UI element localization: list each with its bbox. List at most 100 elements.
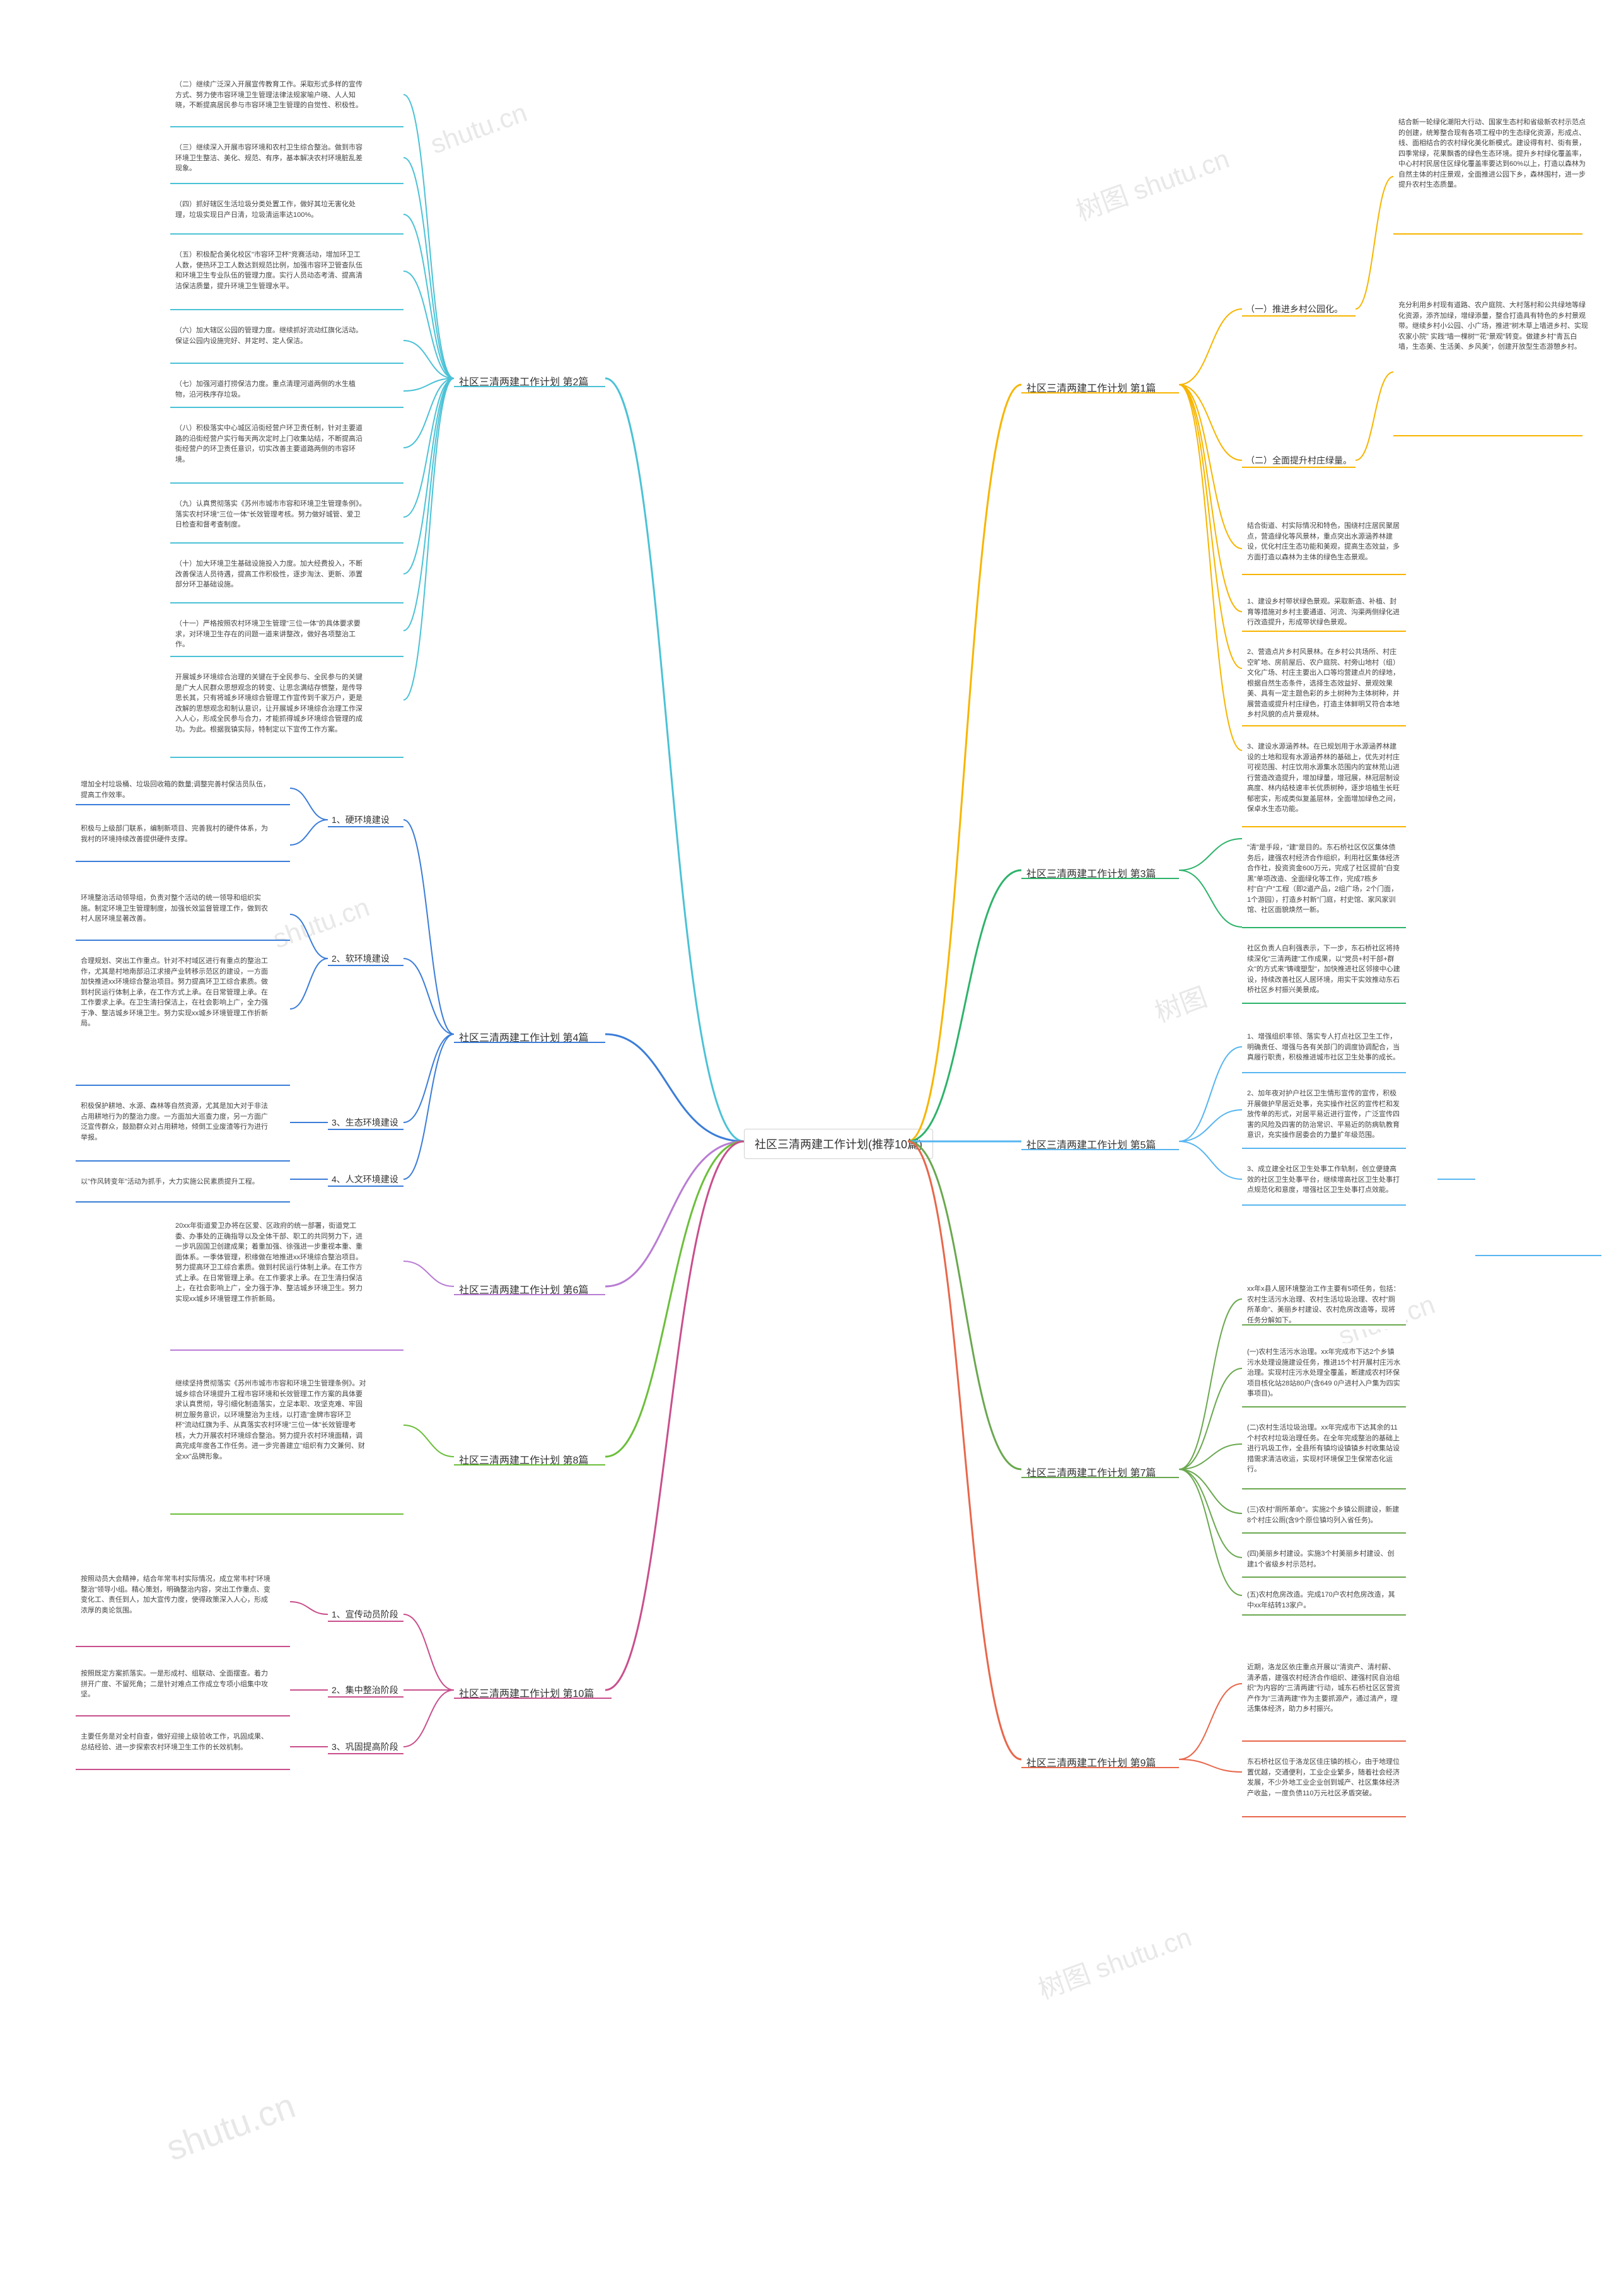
leaf: （六）加大辖区公园的管理力度。继续抓好流动红旗化活动。保证公园内设施完好、并定时…	[170, 322, 372, 350]
leaf: 环境整治活动领导组，负责对整个活动的统一领导和组织实施。制定环境卫生管理制度，加…	[76, 889, 277, 928]
mindmap-root: shutu.cn 树图 shutu.cn shutu.cn 树图 shutu.c…	[0, 0, 1614, 2296]
leaf: 1、增强组织率领、落实专人打点社区卫生工作，明确责任、增强与各有关部门的调度协调…	[1242, 1028, 1406, 1067]
leaf: 2、营造点片乡村风景林。在乡村公共场所、村庄空旷地、房前屋后、农户庭院、村旁山地…	[1242, 643, 1406, 724]
underline	[328, 1186, 404, 1187]
leaf: 2、加年夜对护户社区卫生情形宣传的宣传，积极开展做护早居近处事，充实操作社区的宣…	[1242, 1085, 1406, 1145]
leaf: (三)农村"厕所革命"。实施2个乡镇公厕建设，新建8个村庄公厕(含9个原位镇均列…	[1242, 1501, 1406, 1529]
underline	[1393, 233, 1582, 235]
underline	[76, 861, 290, 862]
leaf: "清"是手段，"建"是目的。东石桥社区仅区集体债务后，建强农村经济合作组织，利用…	[1242, 839, 1406, 919]
center-node: 社区三清两建工作计划(推荐10篇)	[744, 1129, 933, 1159]
underline	[1242, 1003, 1406, 1004]
underline	[1242, 315, 1356, 317]
underline	[1242, 725, 1406, 726]
leaf: 近期，洛龙区依庄重点开展以"清资产、清村薪、清矛盾，建强农村经济合作组织、建强村…	[1242, 1658, 1406, 1718]
underline	[328, 1129, 404, 1130]
underline	[1242, 927, 1406, 928]
sub-l5-1: 1、宣传动员阶段	[328, 1607, 402, 1622]
leaf: (一)农村生活污水治理。xx年完成市下达2个乡镇污水处理设施建设任务，推进15个…	[1242, 1343, 1406, 1403]
underline	[76, 804, 290, 805]
leaf: （十）加大环境卫生基础设施投入力度。加大经费投入，不断改善保洁人员待遇，提高工作…	[170, 555, 372, 594]
branch-r4: 社区三清两建工作计划 第7篇	[1021, 1462, 1161, 1482]
underline	[1475, 1255, 1601, 1256]
underline	[1242, 1740, 1406, 1742]
sub-l2-1: 1、硬环境建设	[328, 812, 393, 827]
leaf	[1475, 1122, 1485, 1130]
branch-l5: 社区三清两建工作计划 第10篇	[454, 1682, 599, 1703]
watermark: shutu.cn	[427, 97, 531, 160]
underline	[1242, 1148, 1406, 1149]
underline	[170, 363, 404, 364]
underline	[170, 309, 404, 310]
underline	[454, 386, 605, 387]
underline	[170, 656, 404, 657]
leaf: 以"作风转变年"活动为抓手，大力实施公民素质提升工程。	[76, 1173, 264, 1191]
underline	[170, 233, 404, 235]
watermark: shutu.cn	[269, 892, 374, 954]
underline	[1242, 1576, 1406, 1578]
watermark: shutu.cn	[161, 2085, 300, 2169]
sub-r1-1: （一）推进乡村公园化。	[1242, 301, 1347, 317]
branch-l1: 社区三清两建工作计划 第2篇	[454, 371, 593, 391]
branch-l4: 社区三清两建工作计划 第8篇	[454, 1449, 593, 1469]
underline	[328, 965, 404, 966]
underline	[170, 183, 404, 184]
leaf: (五)农村危房改造。完成170户农村危房改造，其中xx年结转13家户。	[1242, 1586, 1406, 1614]
leaf: 充分利用乡村现有道路、农户庭院、大村落村和公共绿地等绿化资源，添齐加绿，增绿添量…	[1393, 296, 1595, 356]
underline	[76, 1715, 290, 1716]
underline	[170, 757, 404, 758]
underline	[1021, 878, 1179, 879]
leaf: (二)农村生活垃圾治理。xx年完成市下达其余的11个村农村垃圾治理任务。在全年完…	[1242, 1419, 1406, 1479]
leaf: 结合街道、村实际情况和特色，围绕村庄居民聚居点，营造绿化等风景林，重点突出水源涵…	[1242, 517, 1406, 566]
branch-r5: 社区三清两建工作计划 第9篇	[1021, 1752, 1161, 1772]
leaf: （七）加强河道打捞保洁力度。重点清理河道两侧的水生植物，沿河秩序存垃圾。	[170, 375, 372, 404]
underline	[1242, 574, 1406, 575]
underline	[1242, 1488, 1406, 1489]
underline	[76, 1160, 290, 1162]
leaf: 1、建设乡村带状绿色景观。采取新造、补植、封育等措施对乡村主要通道、河流、沟渠两…	[1242, 593, 1406, 632]
underline	[1021, 1477, 1179, 1478]
leaf: （四）抓好辖区生活垃圾分类处置工作，做好其垃无害化处理，垃圾实现日产日清，垃圾清…	[170, 195, 372, 224]
underline	[1242, 1204, 1406, 1206]
leaf: （十一）严格按照农村环境卫生管理"三位一体"的具体要求要求，对环境卫生存在的问题…	[170, 615, 372, 654]
underline	[1021, 1149, 1179, 1150]
underline	[454, 1294, 605, 1295]
underline	[1021, 392, 1179, 393]
leaf: 3、成立建全社区卫生处事工作轨制，创立便捷高效的社区卫生处事平台，继续增高社区卫…	[1242, 1160, 1406, 1199]
underline	[1242, 1614, 1406, 1616]
underline	[170, 1513, 404, 1515]
underline	[1242, 826, 1406, 827]
underline	[76, 940, 290, 941]
underline	[1242, 1072, 1406, 1073]
leaf: （二）继续广泛深入开展宣传教育工作。采取形式多样的宣传方式、努力使市容环境卫生管…	[170, 76, 372, 115]
leaf: 积极与上级部门联系，编制新项目、完善我村的硬件体系，为我村的环境持续改善提供硬件…	[76, 820, 277, 848]
leaf: （九）认真贯彻落实《苏州市城市市容和环境卫生管理条例》。落实农村环境"三位一体"…	[170, 495, 372, 534]
leaf: 3、建设水源涵养林。在已规划用于水源涵养林建设的土地和现有水源涵养林的基础上，优…	[1242, 738, 1406, 819]
underline	[170, 602, 404, 603]
underline	[1242, 1816, 1406, 1817]
underline	[454, 1464, 605, 1466]
sub-l2-3: 3、生态环境建设	[328, 1115, 402, 1130]
sub-l2-2: 2、软环境建设	[328, 951, 393, 966]
watermark: 树图 shutu.cn	[1032, 1916, 1196, 2007]
underline	[76, 1646, 290, 1647]
underline	[170, 542, 404, 544]
sub-r1-2: （二）全面提升村庄绿量。	[1242, 453, 1356, 468]
leaf: 20xx年街道爱卫办将在区爱、区政府的统一部署，街道党工委、办事处的正确指导以及…	[170, 1217, 372, 1308]
underline	[1242, 1406, 1406, 1407]
underline	[170, 407, 404, 408]
leaf: 按照既定方案抓落实。一是形成村、组联动、全面摆查。着力拼开广度、不留死角；二是针…	[76, 1665, 277, 1704]
watermark: 树图	[1149, 976, 1212, 1030]
leaf: 合理规划、突出工作重点。针对不村域区进行有重点的整治工作，尤其是村地南部沿江求接…	[76, 952, 277, 1033]
leaf: 主要任务是对全村自查，做好迎接上级验收工作，巩固成果、总结经验、进一步探索农村环…	[76, 1728, 277, 1756]
underline	[1242, 631, 1406, 632]
underline	[328, 1621, 404, 1622]
branch-r2: 社区三清两建工作计划 第3篇	[1021, 863, 1161, 883]
underline	[328, 1696, 404, 1698]
underline	[454, 1042, 605, 1043]
underline	[170, 482, 404, 484]
underline	[76, 1201, 290, 1203]
sub-l5-2: 2、集中整治阶段	[328, 1682, 402, 1698]
sub-l2-4: 4、人文环境建设	[328, 1172, 402, 1187]
branch-l2: 社区三清两建工作计划 第4篇	[454, 1027, 593, 1047]
